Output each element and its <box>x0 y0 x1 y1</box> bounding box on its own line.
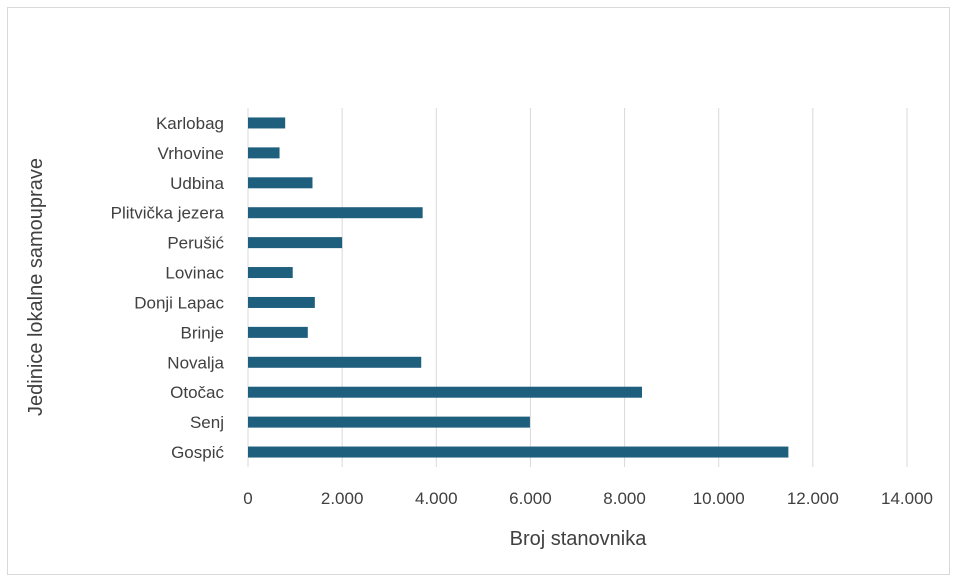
chart-frame <box>7 7 950 575</box>
x-tick-label: 2.000 <box>321 489 364 508</box>
category-label: Vrhovine <box>158 144 224 163</box>
category-label: Senj <box>190 413 224 432</box>
x-tick-label: 6.000 <box>509 489 552 508</box>
category-label: Brinje <box>181 323 224 342</box>
bar <box>248 386 642 398</box>
category-label: Perušić <box>167 234 224 253</box>
x-axis-title: Broj stanovnika <box>510 528 648 550</box>
y-axis-title: Jedinice lokalne samouprave <box>25 158 47 416</box>
bar <box>248 296 315 308</box>
category-label: Otočac <box>170 383 224 402</box>
category-label: Lovinac <box>165 264 224 283</box>
bars <box>248 117 789 458</box>
category-label: Novalja <box>167 353 224 372</box>
x-tick-label: 8.000 <box>603 489 646 508</box>
x-tick-label: 4.000 <box>415 489 458 508</box>
bar <box>248 147 280 159</box>
x-tick-labels: 0 2.000 4.000 6.000 8.000 10.000 12.000 14.000 <box>243 489 933 508</box>
x-tick-label: 12.000 <box>787 489 839 508</box>
bar <box>248 177 313 189</box>
category-label: Gospić <box>171 443 224 462</box>
x-tick-label: 0 <box>243 489 252 508</box>
category-label: Plitvička jezera <box>111 204 225 223</box>
bar <box>248 237 343 249</box>
bar <box>248 207 423 219</box>
bar <box>248 356 422 368</box>
x-tick-label: 14.000 <box>881 489 933 508</box>
bar <box>248 446 789 458</box>
category-label: Karlobag <box>156 114 224 133</box>
gridlines <box>247 108 908 467</box>
category-label: Donji Lapac <box>134 293 224 312</box>
bar <box>248 416 530 428</box>
bar <box>248 117 286 129</box>
bar <box>248 326 308 338</box>
bar <box>248 267 293 279</box>
category-label: Udbina <box>170 174 224 193</box>
category-labels: Gospić Senj Otočac Novalja Brinje Donji Lapac… <box>111 114 225 462</box>
x-tick-label: 10.000 <box>693 489 745 508</box>
